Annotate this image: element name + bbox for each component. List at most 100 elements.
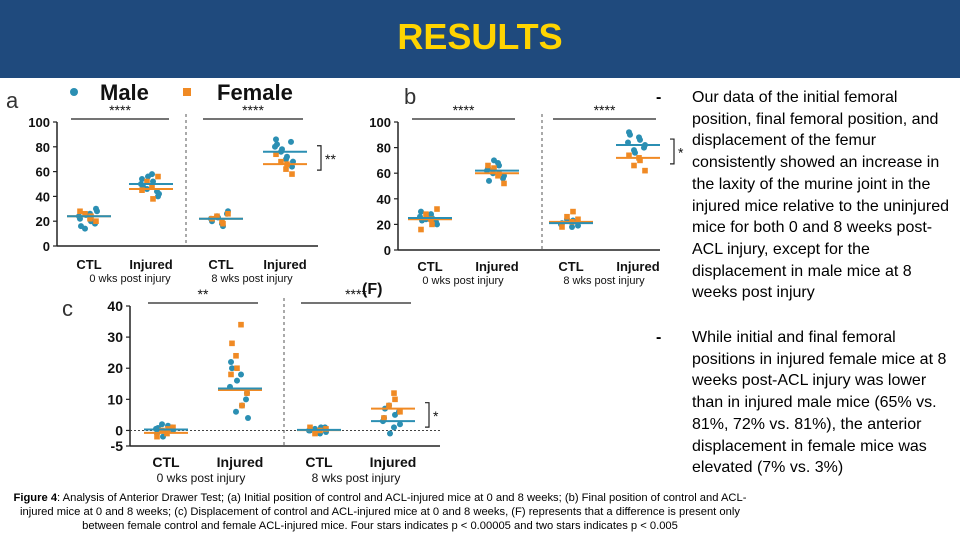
- group-label: 0 wks post injury: [157, 471, 246, 485]
- data-point-female: [559, 224, 565, 230]
- category-label: Injured: [370, 454, 417, 470]
- y-tick-label: 40: [377, 192, 391, 207]
- data-point-male: [288, 138, 294, 145]
- y-tick-label: 60: [377, 166, 391, 181]
- data-point-male: [238, 371, 244, 378]
- y-tick-label: 0: [115, 422, 123, 438]
- data-point-female: [397, 408, 403, 415]
- data-point-female: [149, 183, 155, 190]
- data-point-female: [386, 402, 392, 409]
- data-point-male: [501, 172, 507, 179]
- data-point-female: [391, 390, 397, 396]
- data-point-female: [501, 180, 507, 187]
- data-point-female: [575, 216, 581, 223]
- data-point-male: [491, 157, 497, 164]
- data-point-female: [283, 166, 289, 172]
- data-point-male: [228, 359, 234, 365]
- data-point-female: [139, 187, 145, 193]
- data-point-female: [637, 157, 643, 164]
- data-point-male: [234, 377, 240, 384]
- data-point-female: [239, 402, 245, 409]
- data-point-male: [274, 141, 280, 148]
- bullet-text-1: Our data of the initial femoral position…: [692, 89, 950, 302]
- panel-b-label: b: [404, 84, 416, 109]
- data-point-male: [273, 136, 279, 143]
- y-tick-label: 0: [384, 243, 391, 258]
- data-point-female: [244, 390, 250, 396]
- data-point-male: [233, 408, 239, 415]
- data-point-male: [575, 222, 581, 229]
- data-point-male: [284, 153, 290, 160]
- data-point-female: [155, 173, 161, 180]
- category-label: CTL: [152, 454, 180, 470]
- legend-male-label: Male: [100, 80, 149, 105]
- data-point-female: [77, 208, 83, 215]
- category-label: CTL: [558, 259, 583, 274]
- data-point-female: [642, 167, 648, 174]
- data-point-male: [145, 173, 151, 180]
- category-label: CTL: [417, 259, 442, 274]
- bracket-stars: *: [678, 144, 684, 160]
- bullet-item-1: - Our data of the initial femoral positi…: [656, 87, 960, 304]
- data-point-male: [156, 190, 162, 197]
- data-point-male: [243, 396, 249, 403]
- data-point-female: [570, 208, 576, 215]
- y-tick-label: 20: [36, 214, 50, 229]
- data-point-female: [238, 321, 244, 328]
- y-tick-label: 30: [107, 329, 123, 345]
- significance-stars: ****: [594, 102, 616, 118]
- y-tick-label: 10: [107, 391, 123, 407]
- data-point-female: [434, 206, 440, 212]
- page-title: RESULTS: [397, 16, 563, 57]
- data-point-male: [397, 421, 403, 428]
- data-point-female: [154, 433, 160, 440]
- group-label: 0 wks post injury: [422, 275, 504, 287]
- data-point-male: [496, 162, 502, 169]
- data-point-female: [392, 396, 398, 403]
- data-point-female: [418, 226, 424, 233]
- data-point-female: [273, 151, 279, 158]
- panel-c-label: c: [62, 296, 73, 321]
- category-label: Injured: [217, 454, 264, 470]
- y-tick-label: 0: [43, 239, 50, 254]
- group-label: 8 wks post injury: [211, 273, 293, 285]
- legend-female-label: Female: [217, 80, 293, 105]
- y-tick-label: 40: [36, 189, 50, 204]
- significance-stars: ****: [453, 102, 475, 118]
- data-point-female: [144, 178, 150, 185]
- data-point-female: [312, 430, 318, 437]
- y-tick-label: 20: [107, 360, 123, 376]
- data-point-female: [229, 340, 235, 347]
- data-point-female: [82, 210, 88, 217]
- bullet-item-2: - While initial and final femoral positi…: [656, 327, 960, 479]
- data-point-male: [486, 177, 492, 184]
- data-point-male: [418, 208, 424, 215]
- data-point-female: [485, 162, 491, 169]
- bracket-stars: **: [325, 151, 336, 167]
- data-point-male: [387, 430, 393, 437]
- significance-note: (F): [362, 281, 382, 298]
- data-point-female: [564, 213, 570, 220]
- legend-male-marker: [70, 88, 78, 96]
- data-point-female: [491, 165, 497, 171]
- y-tick-label: -5: [111, 438, 124, 454]
- category-label: Injured: [129, 257, 172, 272]
- data-point-female: [631, 162, 637, 169]
- data-point-male: [94, 208, 100, 215]
- significance-stars: ****: [109, 102, 131, 118]
- category-label: CTL: [305, 454, 333, 470]
- data-point-female: [278, 158, 284, 165]
- bullet-dash-icon: -: [656, 89, 662, 106]
- data-point-female: [228, 371, 234, 378]
- header-bar: RESULTS: [0, 0, 960, 78]
- bullet-text-2: While initial and final femoral position…: [692, 329, 947, 477]
- data-point-female: [220, 220, 226, 227]
- bracket-stars: *: [433, 408, 439, 424]
- data-point-female: [150, 196, 156, 202]
- y-tick-label: 100: [28, 115, 50, 130]
- data-point-female: [289, 171, 295, 177]
